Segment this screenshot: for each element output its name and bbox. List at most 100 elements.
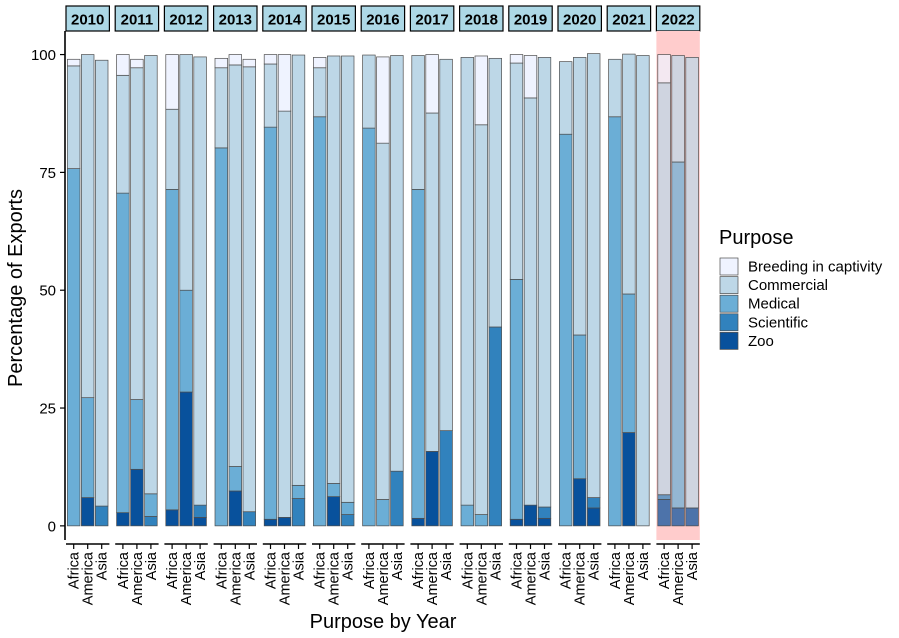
y-tick-label: 75: [39, 165, 56, 182]
bar-segment-commercial: [425, 112, 439, 452]
x-tick-label: America: [524, 551, 540, 605]
bar-segment-medical: [116, 192, 130, 514]
bar-segment-breeding-in-captivity: [242, 58, 256, 68]
facet-strip-label: 2010: [71, 12, 104, 29]
x-tick-label: Asia: [242, 551, 258, 580]
bar-segment-commercial: [685, 57, 699, 509]
bar-segment-breeding-in-captivity: [130, 58, 144, 69]
facet-strip-label: 2013: [219, 12, 252, 29]
bar-asia: [537, 57, 552, 527]
bar-asia: [439, 58, 453, 527]
x-tick-label: Africa: [411, 551, 427, 589]
facet-strip-label: 2017: [415, 12, 448, 29]
bar-segment-scientific: [488, 326, 502, 527]
bar-segment-commercial: [523, 97, 538, 506]
facet-strip-label: 2021: [612, 12, 645, 29]
bar-africa: [657, 54, 671, 527]
bar-africa: [116, 54, 130, 527]
bar-asia: [685, 57, 699, 527]
x-tick-label: Africa: [214, 551, 230, 589]
bar-africa: [263, 54, 278, 527]
y-tick-label: 25: [39, 401, 56, 418]
x-tick-label: America: [327, 551, 343, 605]
bar-america: [179, 54, 193, 527]
bar-segment-commercial: [179, 54, 193, 291]
bar-segment-commercial: [291, 54, 306, 486]
x-axis-title: Purpose by Year: [310, 611, 457, 633]
bar-segment-commercial: [362, 54, 376, 129]
bar-segment-medical: [228, 466, 242, 492]
bar-segment-zoo: [81, 497, 95, 527]
x-tick-label: Asia: [636, 551, 652, 580]
legend-swatch: [719, 332, 739, 350]
x-tick-label: Africa: [608, 551, 624, 589]
bar-segment-scientific: [439, 430, 453, 527]
bar-segment-medical: [144, 493, 158, 517]
bar-segment-breeding-in-captivity: [228, 54, 242, 66]
facet-strip-label: 2022: [661, 12, 694, 29]
bar-america: [376, 56, 390, 527]
bar-segment-zoo: [657, 499, 671, 527]
facet-strip: [557, 5, 603, 32]
bar-segment-zoo: [411, 517, 425, 527]
bar-africa: [411, 55, 425, 527]
x-tick-label: America: [228, 551, 244, 605]
bar-segment-commercial: [327, 55, 341, 484]
bar-segment-commercial: [165, 108, 179, 190]
bar-segment-medical: [460, 504, 474, 527]
facet-strip-label: 2015: [317, 12, 350, 29]
x-tick-label: America: [130, 551, 146, 605]
bar-africa: [608, 58, 622, 527]
bar-america: [81, 54, 95, 527]
facet-strip: [213, 5, 258, 32]
bar-segment-commercial: [671, 55, 685, 163]
bar-segment-medical: [411, 189, 425, 519]
bar-segment-commercial: [193, 56, 207, 506]
facet-strip: [311, 5, 357, 32]
bar-segment-commercial: [608, 58, 622, 118]
bar-segment-commercial: [95, 59, 109, 507]
legend-label: Breeding in captivity: [748, 259, 883, 276]
bar-segment-zoo: [179, 391, 193, 527]
y-axis: 0 25 50 75 100: [31, 31, 66, 540]
legend-label: Zoo: [748, 333, 774, 350]
legend-swatch: [719, 276, 739, 294]
facet-strip: [163, 5, 209, 32]
bar-asia: [587, 53, 601, 527]
x-tick-label: Africa: [116, 551, 132, 589]
bar-segment-breeding-in-captivity: [263, 54, 278, 65]
x-tick-label: Africa: [362, 551, 378, 589]
bar-segment-commercial: [537, 57, 552, 508]
bar-segment-commercial: [263, 63, 278, 128]
bar-segment-breeding-in-captivity: [67, 58, 81, 67]
x-tick-label: Africa: [510, 551, 526, 589]
bar-segment-commercial: [411, 55, 425, 190]
bar-segment-medical: [376, 499, 390, 527]
bar-asia: [341, 55, 355, 527]
bar-segment-zoo: [509, 518, 524, 527]
x-tick-label: Asia: [193, 551, 209, 580]
x-tick-label: Africa: [67, 551, 83, 589]
bar-segment-commercial: [636, 55, 650, 527]
facet-strip-label: 2018: [465, 12, 498, 29]
facet-strip: [459, 5, 504, 32]
bar-segment-zoo: [116, 512, 130, 527]
bar-segment-medical: [362, 127, 376, 527]
legend-label: Commercial: [748, 277, 828, 294]
bar-segment-commercial: [488, 57, 502, 328]
x-tick-label: Asia: [292, 551, 308, 580]
bar-africa: [460, 57, 474, 527]
bar-segment-zoo: [277, 517, 292, 527]
x-tick-label: America: [425, 551, 441, 605]
bar-segment-commercial: [559, 61, 573, 135]
y-axis-title: Percentage of Exports: [5, 189, 27, 387]
